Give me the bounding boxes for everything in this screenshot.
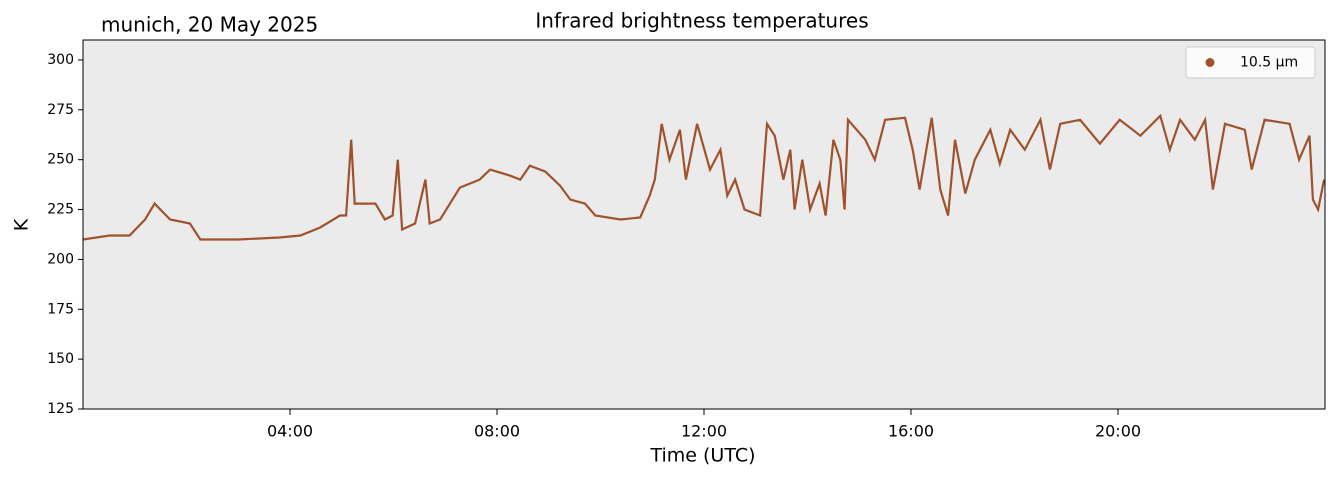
x-axis-label: Time (UTC)	[649, 445, 755, 467]
y-tick-label: 250	[47, 152, 74, 168]
legend: 10.5 µm	[1185, 46, 1316, 79]
y-tick-label: 150	[47, 351, 74, 367]
y-tick-label: 125	[47, 401, 74, 417]
legend-label: 10.5 µm	[1240, 55, 1298, 71]
chart-title: Infrared brightness temperatures	[535, 9, 868, 33]
x-tick-label: 20:00	[1095, 422, 1141, 441]
x-tick-label: 04:00	[267, 422, 313, 441]
y-tick-label: 225	[47, 202, 74, 218]
data-line	[82, 113, 1326, 241]
plot-background	[83, 40, 1325, 409]
y-tick-label: 300	[47, 52, 74, 68]
y-axis-label: K	[11, 218, 33, 231]
legend-marker	[1205, 58, 1215, 67]
legend-box	[1185, 46, 1316, 79]
plot-frame	[82, 39, 1326, 410]
x-tick-label: 12:00	[681, 422, 727, 441]
x-tick-label: 16:00	[888, 422, 934, 441]
y-tick-label: 175	[47, 301, 74, 317]
chart-subtitle: munich, 20 May 2025	[101, 13, 318, 37]
y-tick-label: 200	[47, 251, 74, 267]
x-tick-label: 08:00	[474, 422, 520, 441]
y-tick-label: 275	[47, 102, 74, 118]
